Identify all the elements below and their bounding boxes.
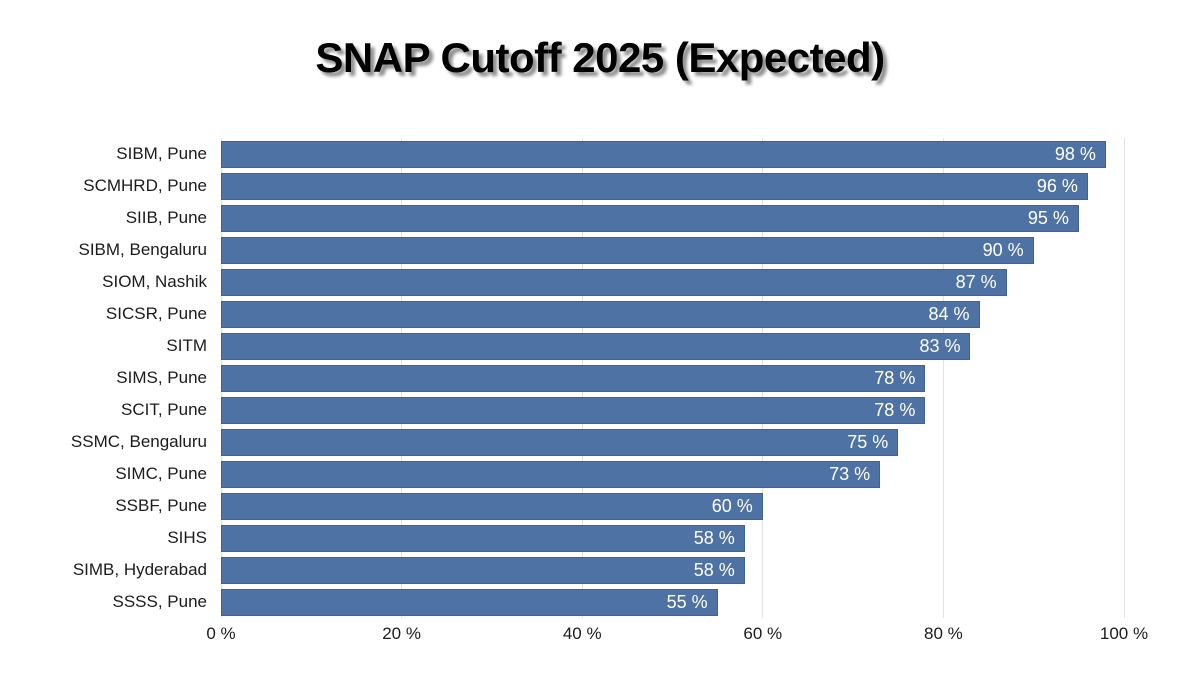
bar-row: SIIB, Pune 95 % bbox=[0, 202, 1200, 234]
bar-track: 73 % bbox=[221, 460, 1124, 488]
bar: 84 % bbox=[221, 300, 980, 328]
bar-track: 58 % bbox=[221, 524, 1124, 552]
category-label: SCMHRD, Pune bbox=[83, 176, 207, 195]
bar-row: SIBM, Bengaluru 90 % bbox=[0, 234, 1200, 266]
bar: 55 % bbox=[221, 588, 718, 616]
bar-row: SICSR, Pune 84 % bbox=[0, 298, 1200, 330]
category-label: SIBM, Pune bbox=[116, 144, 207, 163]
bar: 78 % bbox=[221, 396, 926, 424]
bar-row: SITM 83 % bbox=[0, 330, 1200, 362]
bar-track: 95 % bbox=[221, 204, 1124, 232]
bar: 95 % bbox=[221, 204, 1079, 232]
bar-track: 55 % bbox=[221, 588, 1124, 616]
bar-row: SIOM, Nashik 87 % bbox=[0, 266, 1200, 298]
bar-track: 75 % bbox=[221, 428, 1124, 456]
gridline bbox=[942, 138, 944, 618]
category-label: SIMS, Pune bbox=[116, 368, 207, 387]
bar: 96 % bbox=[221, 172, 1088, 200]
bar: 73 % bbox=[221, 460, 881, 488]
bar-track: 87 % bbox=[221, 268, 1124, 296]
bar: 83 % bbox=[221, 332, 971, 360]
category-label: SSBF, Pune bbox=[115, 496, 207, 515]
x-tick-label: 80 % bbox=[924, 624, 963, 643]
bar-track: 58 % bbox=[221, 556, 1124, 584]
bar-value-label: 95 % bbox=[1027, 207, 1069, 228]
category-label: SCIT, Pune bbox=[121, 400, 207, 419]
category-label: SIOM, Nashik bbox=[102, 272, 207, 291]
bar-row: SCMHRD, Pune 96 % bbox=[0, 170, 1200, 202]
bar: 58 % bbox=[221, 556, 745, 584]
category-label: SSMC, Bengaluru bbox=[70, 432, 207, 451]
bar: 98 % bbox=[221, 140, 1106, 168]
bar: 87 % bbox=[221, 268, 1007, 296]
bar: 75 % bbox=[221, 428, 899, 456]
gridline bbox=[1123, 138, 1125, 618]
category-label: SICSR, Pune bbox=[105, 304, 207, 323]
bar-row: SIMS, Pune 78 % bbox=[0, 362, 1200, 394]
bar: 60 % bbox=[221, 492, 763, 520]
bar: 90 % bbox=[221, 236, 1034, 264]
bar: 78 % bbox=[221, 364, 926, 392]
bar-value-label: 96 % bbox=[1036, 175, 1078, 196]
category-label: SSSS, Pune bbox=[112, 592, 207, 611]
bar-value-label: 83 % bbox=[919, 335, 961, 356]
bar-row: SIMB, Hyderabad 58 % bbox=[0, 554, 1200, 586]
bar-rows: SIBM, Pune 98 % SCMHRD, Pune 96 % SIIB, Pune… bbox=[0, 138, 1200, 618]
category-label: SIMB, Hyderabad bbox=[72, 560, 207, 579]
bar-row: SIBM, Pune 98 % bbox=[0, 138, 1200, 170]
bar-value-label: 78 % bbox=[874, 367, 916, 388]
bar-value-label: 58 % bbox=[693, 559, 735, 580]
bar-track: 78 % bbox=[221, 364, 1124, 392]
category-label: SIBM, Bengaluru bbox=[78, 240, 207, 259]
category-label: SIMC, Pune bbox=[115, 464, 207, 483]
bar-row: SSSS, Pune 55 % bbox=[0, 586, 1200, 618]
bar-track: 98 % bbox=[221, 140, 1124, 168]
bar-row: SCIT, Pune 78 % bbox=[0, 394, 1200, 426]
x-axis: 0 % 20 % 40 % 60 % 80 % 100 % bbox=[0, 624, 1200, 654]
bar-row: SIMC, Pune 73 % bbox=[0, 458, 1200, 490]
chart-title: SNAP Cutoff 2025 (Expected) bbox=[315, 34, 885, 81]
bar-value-label: 87 % bbox=[955, 271, 997, 292]
bar-value-label: 90 % bbox=[982, 239, 1024, 260]
category-label: SITM bbox=[166, 336, 207, 355]
bar-value-label: 73 % bbox=[829, 463, 871, 484]
bar-value-label: 60 % bbox=[711, 495, 753, 516]
bar-track: 83 % bbox=[221, 332, 1124, 360]
bar-track: 60 % bbox=[221, 492, 1124, 520]
bar-track: 84 % bbox=[221, 300, 1124, 328]
bar-row: SSBF, Pune 60 % bbox=[0, 490, 1200, 522]
x-tick-label: 40 % bbox=[562, 624, 602, 643]
x-tick-label: 100 % bbox=[1099, 624, 1149, 643]
x-tick-label: 60 % bbox=[743, 624, 783, 643]
bar-value-label: 58 % bbox=[693, 527, 735, 548]
bar-row: SSMC, Bengaluru 75 % bbox=[0, 426, 1200, 458]
x-tick-label: 20 % bbox=[382, 624, 421, 643]
bar-track: 96 % bbox=[221, 172, 1124, 200]
bar-track: 78 % bbox=[221, 396, 1124, 424]
bar-value-label: 55 % bbox=[666, 591, 708, 612]
category-label: SIIB, Pune bbox=[125, 208, 207, 227]
bar-value-label: 78 % bbox=[874, 399, 916, 420]
bar-track: 90 % bbox=[221, 236, 1124, 264]
bar-value-label: 98 % bbox=[1054, 143, 1096, 164]
category-label: SIHS bbox=[167, 528, 207, 547]
bar: 58 % bbox=[221, 524, 745, 552]
x-tick-label: 0 % bbox=[206, 624, 236, 643]
bar-value-label: 75 % bbox=[847, 431, 889, 452]
bar-row: SIHS 58 % bbox=[0, 522, 1200, 554]
bar-value-label: 84 % bbox=[928, 303, 970, 324]
